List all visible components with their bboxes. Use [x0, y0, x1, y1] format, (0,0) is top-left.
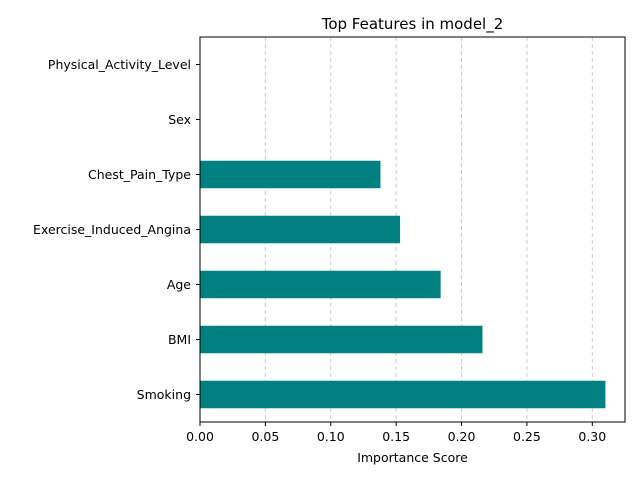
bar-bmi: [200, 325, 483, 354]
chart-title: Top Features in model_2: [321, 15, 504, 34]
bar-age: [200, 270, 441, 299]
y-tick-label: Physical_Activity_Level: [48, 57, 191, 72]
x-tick-label: 0.25: [513, 429, 541, 444]
x-tick-label: 0.05: [251, 429, 279, 444]
x-tick-label: 0.20: [448, 429, 476, 444]
y-tick-label: Age: [167, 277, 191, 292]
x-axis-ticks: 0.00 0.05 0.10 0.15 0.20 0.25 0.30: [186, 422, 606, 444]
y-tick-label: Smoking: [137, 387, 191, 402]
bars: [200, 160, 606, 409]
x-axis-title: Importance Score: [357, 450, 468, 465]
y-tick-label: BMI: [168, 332, 191, 347]
bar-smoking: [200, 380, 606, 409]
y-tick-label: Exercise_Induced_Angina: [33, 222, 191, 237]
bar-exercise-induced-angina: [200, 215, 401, 244]
y-axis-ticks: Smoking BMI Age Exercise_Induced_Angina Ches…: [33, 57, 200, 402]
x-tick-label: 0.15: [382, 429, 410, 444]
y-tick-label: Sex: [168, 112, 191, 127]
x-tick-label: 0.30: [578, 429, 606, 444]
y-tick-label: Chest_Pain_Type: [88, 167, 191, 182]
x-tick-label: 0.00: [186, 429, 214, 444]
x-tick-label: 0.10: [317, 429, 345, 444]
bar-chest-pain-type: [200, 160, 381, 189]
